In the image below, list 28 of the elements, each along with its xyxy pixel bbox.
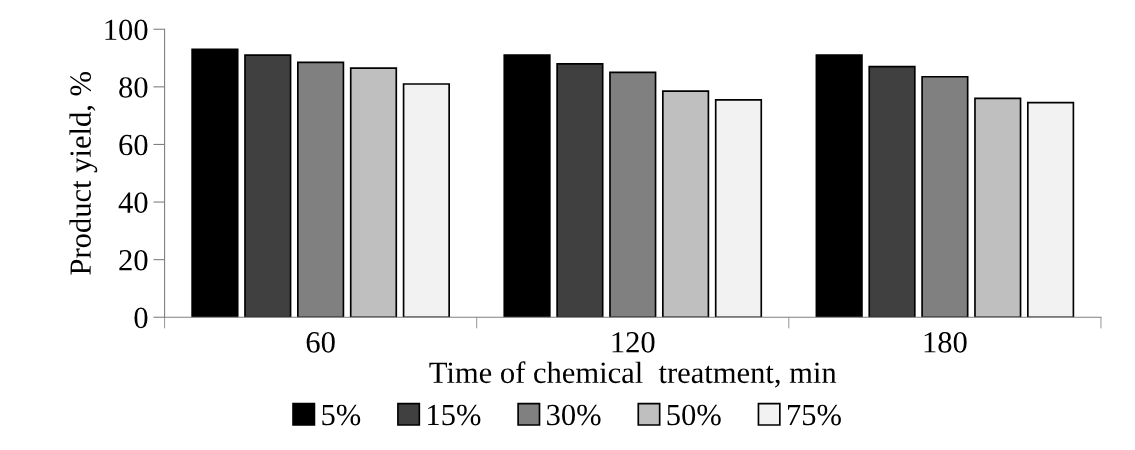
legend-label: 30%: [547, 404, 601, 426]
bar: [191, 48, 239, 318]
y-tick-label: 100: [105, 19, 148, 41]
legend-label: 15%: [428, 404, 481, 426]
y-axis-title: Product yield, %: [69, 72, 98, 275]
legend-label: 5%: [322, 404, 361, 426]
x-tick-label: 120: [612, 332, 655, 353]
bar: [868, 65, 916, 318]
bar: [815, 54, 863, 318]
x-tick-label: 180: [924, 332, 967, 353]
bar: [503, 54, 551, 318]
x-axis-title: Time of chemical treatment, min: [429, 361, 837, 388]
bar: [662, 90, 710, 318]
bar: [402, 83, 450, 318]
y-tick-label: 20: [119, 249, 148, 271]
y-tick-label: 0: [134, 307, 148, 329]
y-tick-label: 80: [119, 77, 148, 98]
bar: [714, 98, 763, 318]
bar: [556, 62, 604, 318]
legend-label: 75%: [787, 404, 841, 426]
y-tick-label: 60: [119, 134, 148, 156]
legend-label: 50%: [667, 404, 721, 426]
bar: [244, 54, 292, 318]
y-tick-label: 40: [118, 192, 148, 213]
bar: [1026, 101, 1075, 318]
bar: [974, 97, 1022, 318]
x-tick-label: 60: [306, 332, 335, 353]
bar: [349, 67, 398, 318]
